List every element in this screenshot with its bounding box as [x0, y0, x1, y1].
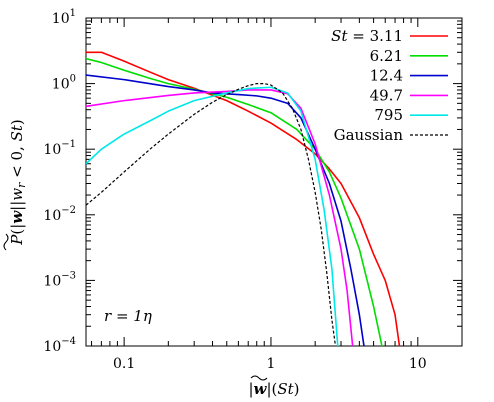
y-tick-label: 10−1 [43, 139, 76, 158]
y-tick-label: 10−3 [43, 270, 76, 289]
x-axis-label-tilde [250, 375, 268, 381]
legend: St = 3.11 6.21 12.449.7 795 Gaussian [331, 27, 448, 144]
series-line-1 [86, 57, 383, 346]
series-line-0 [86, 51, 401, 346]
legend-label-1: 6.21 [370, 47, 403, 65]
x-tick-labels: 0.1 1 10 [113, 356, 427, 372]
series-lines [86, 51, 401, 346]
x-tick-label: 1 [267, 356, 276, 372]
plot-frame [85, 17, 463, 347]
y-tick-label: 10−2 [43, 205, 76, 224]
x-axis-label-text: |w|(St) [248, 380, 299, 398]
annotation: r = 1η [104, 307, 152, 325]
series-line-4 [86, 86, 339, 346]
series-line-5 [86, 83, 337, 346]
series-line-3 [86, 89, 354, 346]
y-tick-label: 100 [52, 74, 76, 93]
legend-label-3: 49.7 [370, 86, 403, 104]
y-axis-label-text: P(|w||wr < 0, St) [8, 119, 28, 246]
y-axis-label-tilde [3, 233, 9, 251]
series-line-2 [86, 74, 365, 346]
x-tick-label: 0.1 [113, 356, 135, 372]
legend-label-0: St = 3.11 [331, 27, 403, 45]
y-axis-label: P(|w||wr < 0, St) [3, 119, 28, 251]
axis-ticks [86, 18, 463, 347]
y-tick-label: 10−4 [43, 336, 76, 355]
x-axis-label: |w|(St) [248, 375, 300, 398]
legend-label-5: Gaussian [334, 126, 404, 144]
y-tick-labels: 101 100 10−1 10−2 10−3 10−4 [43, 8, 76, 355]
y-tick-label: 101 [52, 8, 76, 27]
legend-label-4: 795 [374, 106, 403, 124]
x-tick-label: 10 [409, 356, 427, 372]
legend-label-2: 12.4 [370, 67, 403, 85]
